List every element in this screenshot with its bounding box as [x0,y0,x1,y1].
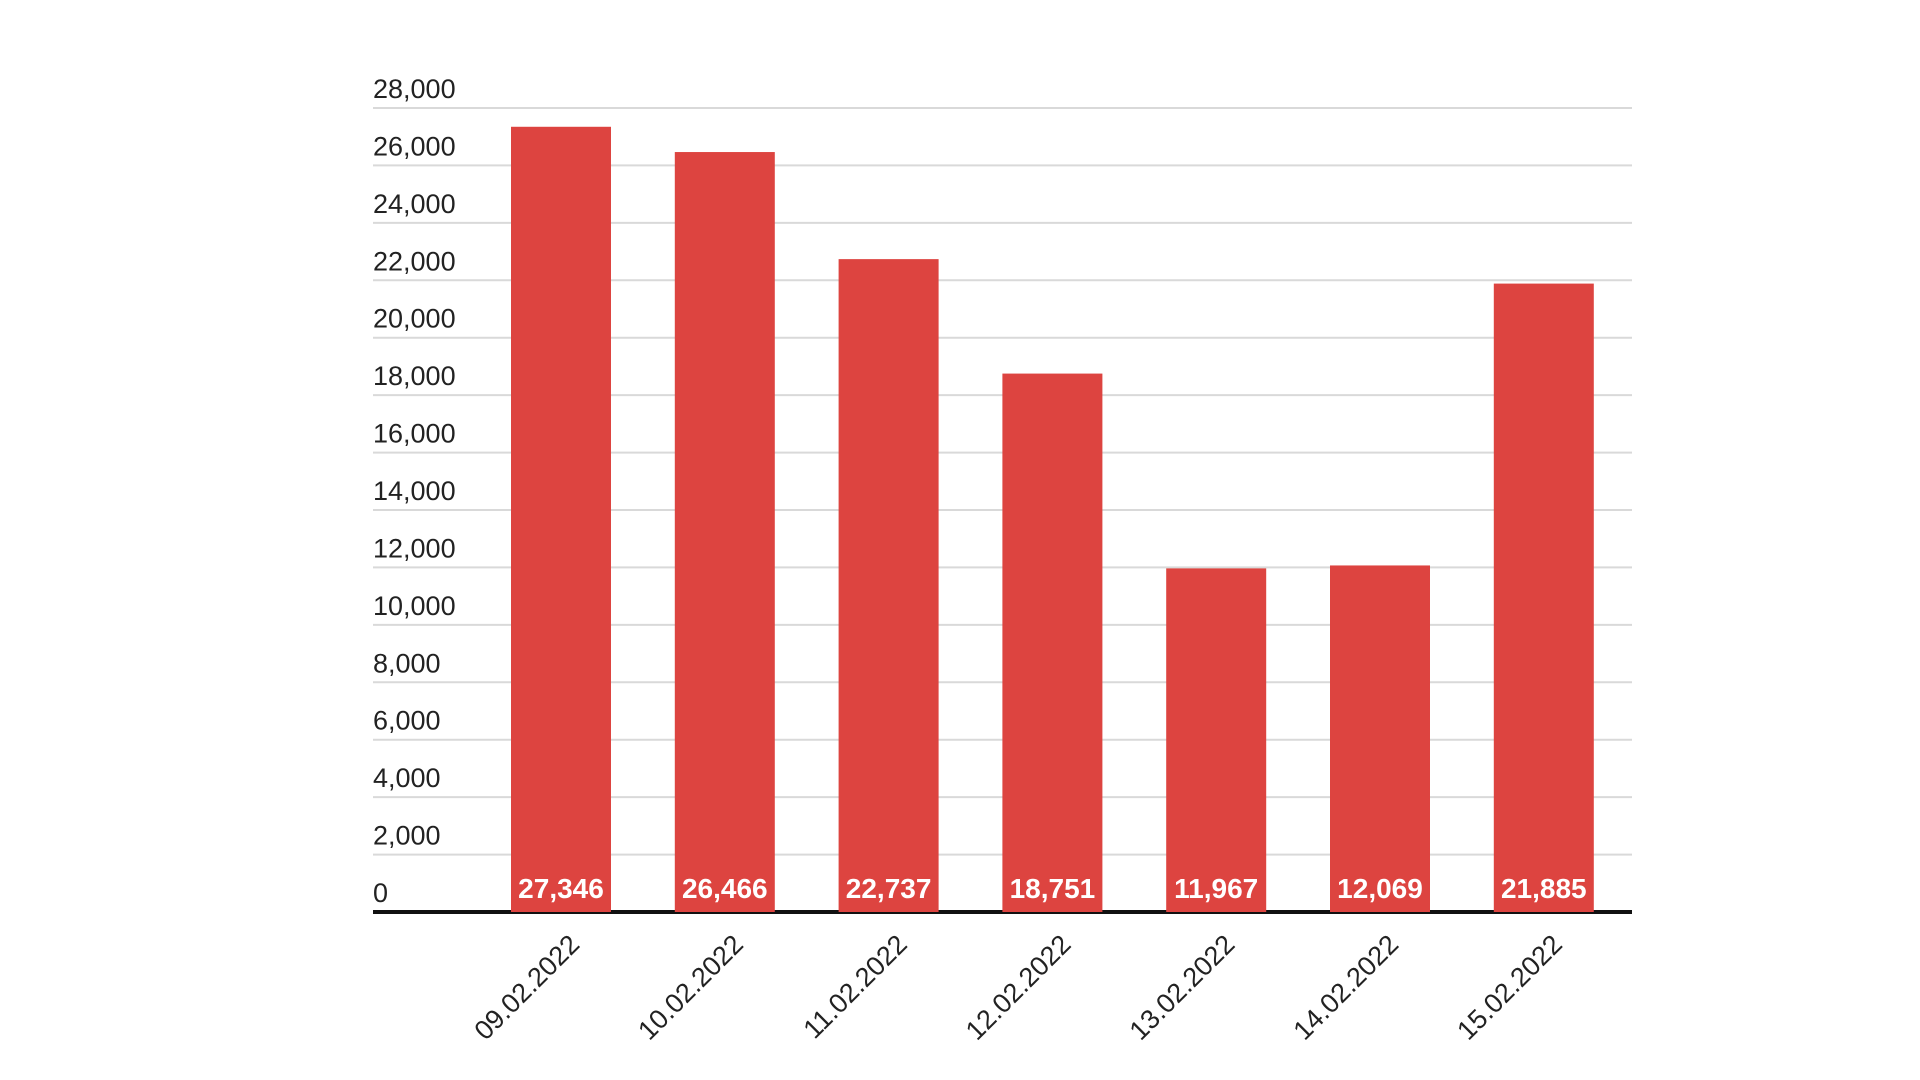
value-label: 27,346 [518,873,604,904]
y-tick-label: 20,000 [373,304,456,334]
bar [1493,283,1594,912]
x-tick-label: 09.02.2022 [468,929,585,1046]
bar [511,126,611,912]
value-label: 11,967 [1174,873,1258,904]
value-label: 12,069 [1337,873,1423,904]
y-tick-label: 16,000 [373,419,456,449]
y-tick-label: 28,000 [373,74,456,104]
value-label: 22,737 [846,873,932,904]
y-tick-label: 8,000 [373,648,441,678]
y-tick-label: 2,000 [373,821,441,851]
y-tick-label: 24,000 [373,189,456,219]
y-tick-label: 22,000 [373,246,456,276]
bar [1166,568,1267,912]
y-tick-label: 26,000 [373,131,456,161]
x-tick-label: 15.02.2022 [1451,929,1568,1046]
x-tick-label: 10.02.2022 [632,929,749,1046]
bar [838,259,939,912]
y-tick-label: 14,000 [373,476,456,506]
y-tick-label: 18,000 [373,361,456,391]
bar [1002,373,1103,912]
x-tick-label: 14.02.2022 [1287,929,1404,1046]
y-tick-label: 4,000 [373,763,441,793]
x-tick-label: 11.02.2022 [797,929,912,1044]
y-tick-label: 12,000 [373,533,456,563]
value-label: 26,466 [682,873,768,904]
y-tick-label: 10,000 [373,591,456,621]
y-tick-label: 0 [373,878,388,908]
x-tick-label: 13.02.2022 [1124,929,1241,1046]
value-label: 21,885 [1501,873,1587,904]
bar [1330,565,1430,912]
y-tick-label: 6,000 [373,706,441,736]
x-tick-label: 12.02.2022 [960,929,1077,1046]
value-label: 18,751 [1010,873,1096,904]
bar [674,152,775,912]
